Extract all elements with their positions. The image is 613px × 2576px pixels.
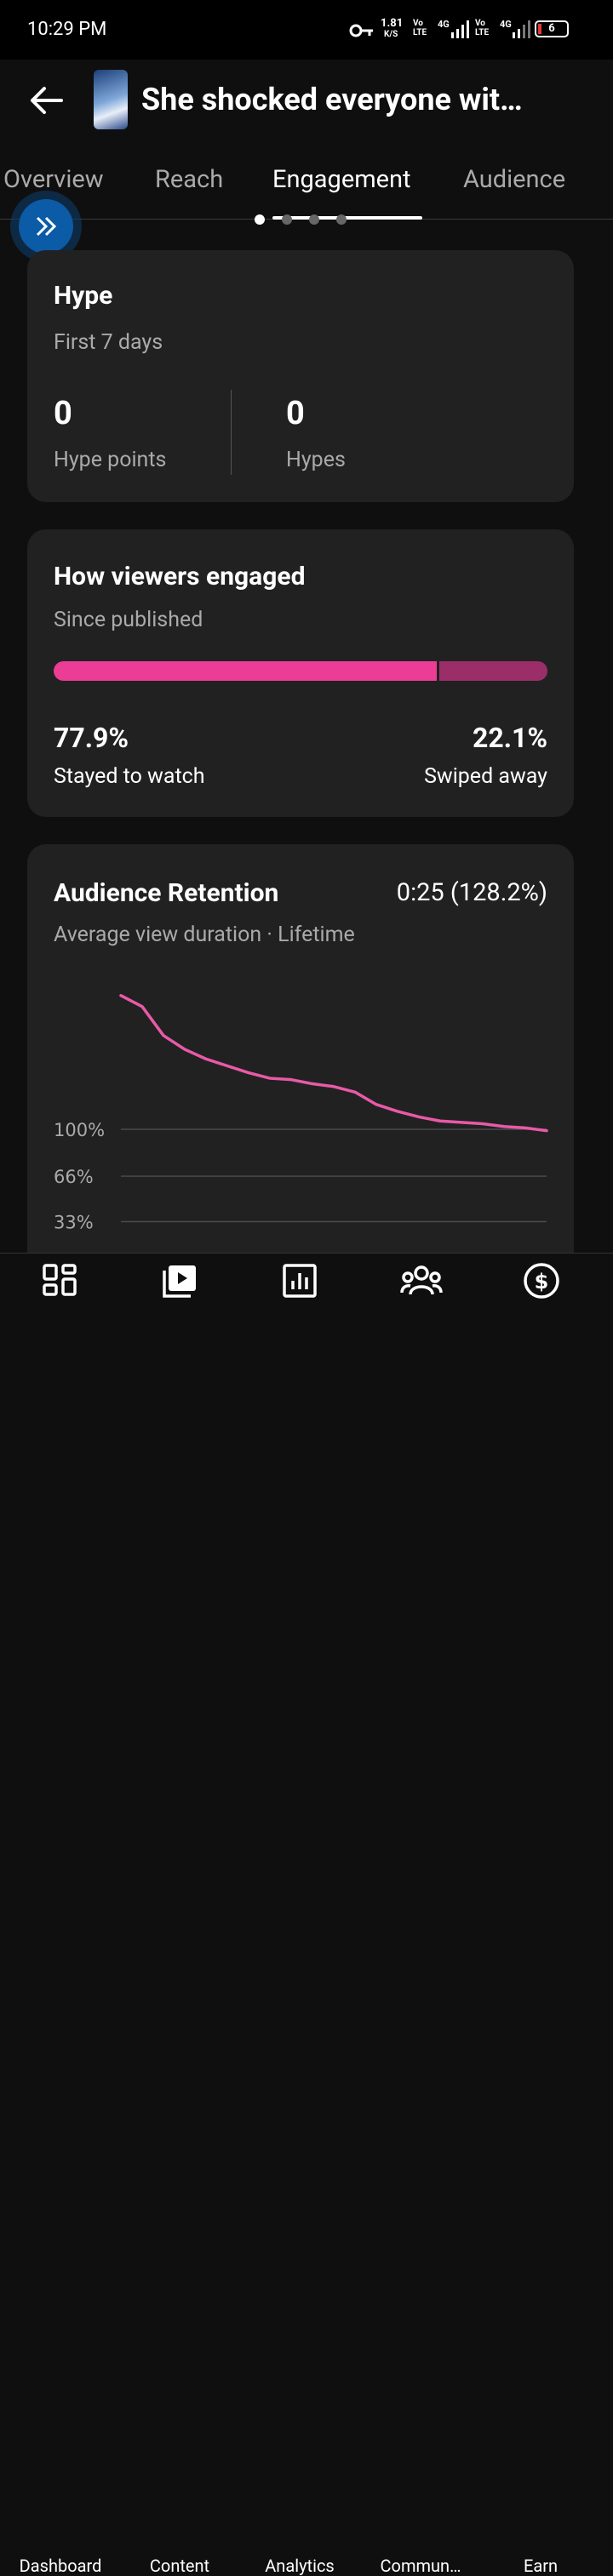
battery-level: 6: [548, 22, 555, 35]
card-title: How viewers engaged: [54, 562, 306, 591]
net-speed-unit: K/S: [384, 30, 398, 39]
tab[interactable]: Engagement: [272, 165, 411, 194]
nav-icon: [163, 1265, 196, 1298]
card-title: Audience Retention: [54, 878, 279, 908]
tab[interactable]: Reach: [155, 165, 224, 194]
card-subtitle: Average view duration · Lifetime: [54, 922, 355, 947]
nav-icon: [400, 1265, 443, 1295]
engagement-segment: [54, 661, 438, 681]
nav-item[interactable]: Content: [149, 2556, 210, 2576]
value-label: 22.1%: [472, 722, 547, 754]
retention-chart: 100% 66% 33%: [54, 994, 548, 1233]
expand-button[interactable]: [9, 189, 83, 264]
bottom-nav: $ Dashboard Content Analytics Commun… Ea…: [0, 1253, 613, 2576]
video-title: She shocked everyone wit…: [141, 82, 523, 117]
time: 10:29 PM: [27, 19, 107, 40]
signal: [513, 20, 530, 38]
nav-item[interactable]: Commun…: [380, 2556, 461, 2576]
back-button[interactable]: [29, 85, 65, 116]
stat-value: 0: [54, 395, 72, 432]
engagement-bar: [54, 661, 547, 681]
value-label: 77.9%: [54, 722, 129, 754]
segment-label: Swiped away: [424, 764, 547, 789]
nav-icon: $: [524, 1263, 559, 1299]
y-tick-label: 33%: [54, 1213, 94, 1233]
card-subtitle: First 7 days: [54, 330, 163, 355]
tab-indicator: [272, 216, 422, 220]
tab[interactable]: Overview: [3, 165, 104, 194]
network: 4G: [438, 19, 450, 30]
stat-label: Hype points: [54, 448, 167, 472]
engagement-segment: [439, 661, 547, 681]
status-bar: 10:29 PM 1.81 K/S Vo LTE 4G Vo LTE 4G 6: [0, 0, 613, 60]
y-tick-label: 66%: [54, 1167, 94, 1187]
stat-label: Hypes: [286, 448, 346, 472]
nav-icon: [43, 1264, 77, 1296]
page-dots: [255, 214, 347, 225]
nav-item[interactable]: Earn: [523, 2556, 559, 2576]
net-speed: 1.81: [381, 17, 404, 30]
summary: 0:25 (128.2%): [396, 878, 547, 907]
signal: [451, 20, 469, 38]
hype-card: Hype First 7 days 0 Hype points 0 Hypes: [27, 250, 574, 502]
stat-value: 0: [286, 395, 305, 432]
volte: Vo LTE: [413, 19, 427, 37]
battery: 6: [535, 20, 569, 37]
card-subtitle: Since published: [54, 608, 203, 632]
thumbnail[interactable]: [94, 70, 128, 129]
svg-text:$: $: [535, 1270, 549, 1294]
engagement-card: How viewers engaged Since published 77.9…: [27, 529, 574, 817]
retention-line: [119, 994, 548, 1133]
network: 4G: [500, 19, 512, 30]
y-tick-label: 100%: [54, 1120, 105, 1140]
vpn-icon: [349, 24, 373, 37]
nav-item[interactable]: Analytics: [265, 2556, 335, 2576]
volte: Vo LTE: [475, 19, 490, 37]
divider: [231, 390, 232, 475]
nav-icon: [283, 1264, 317, 1298]
tab[interactable]: Audience: [463, 165, 566, 194]
card-title: Hype: [54, 281, 113, 311]
nav-item[interactable]: Dashboard: [19, 2556, 102, 2576]
segment-label: Stayed to watch: [54, 764, 205, 789]
